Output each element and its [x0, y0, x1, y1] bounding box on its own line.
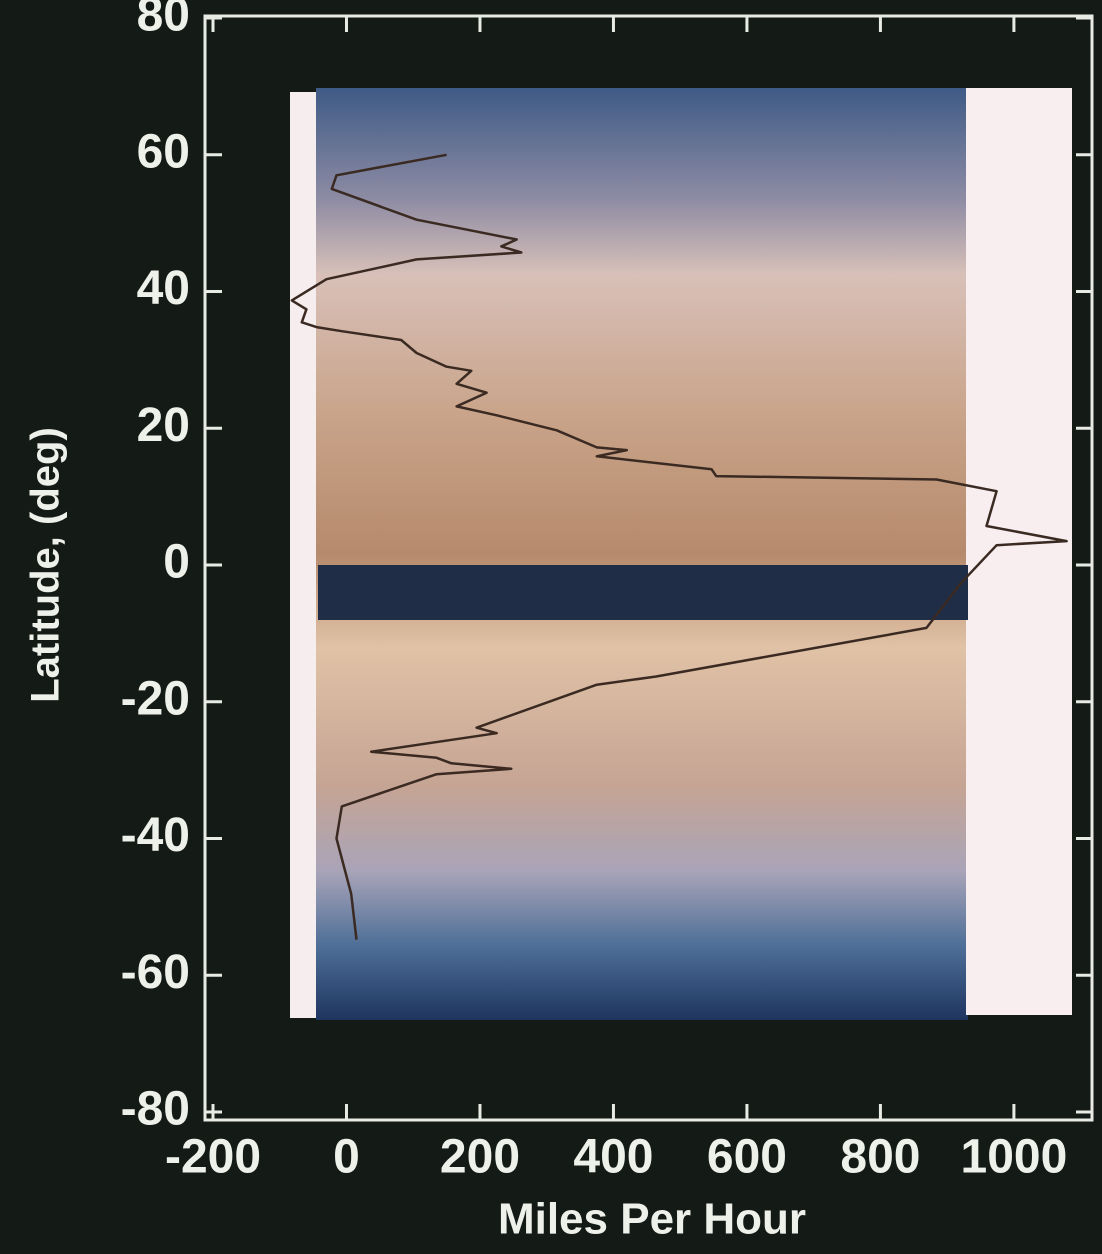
y-tick-label: 20: [137, 399, 190, 452]
y-tick-label: -20: [121, 672, 190, 725]
planet-image: [290, 88, 1072, 1020]
y-tick-label: -40: [121, 809, 190, 862]
x-tick-label: 1000: [961, 1131, 1068, 1184]
x-tick-label: 0: [333, 1131, 360, 1184]
x-tick-label: 200: [440, 1131, 520, 1184]
y-axis-label: Latitude, (deg): [24, 427, 68, 703]
y-tick-label: -60: [121, 946, 190, 999]
y-tick-label: 40: [137, 262, 190, 315]
y-tick-label: 80: [137, 0, 190, 42]
x-axis-label: Miles Per Hour: [498, 1195, 806, 1244]
x-tick-label: 600: [707, 1131, 787, 1184]
x-tick-label: 800: [840, 1131, 920, 1184]
y-tick-label: 0: [163, 536, 190, 589]
y-tick-label: -80: [121, 1083, 190, 1136]
y-tick-label: 60: [137, 125, 190, 178]
x-tick-label: -200: [165, 1131, 261, 1184]
x-tick-label: 400: [573, 1131, 653, 1184]
chart: Miles Per Hour Latitude, (deg) -80 -60 -40…: [0, 0, 1102, 1254]
